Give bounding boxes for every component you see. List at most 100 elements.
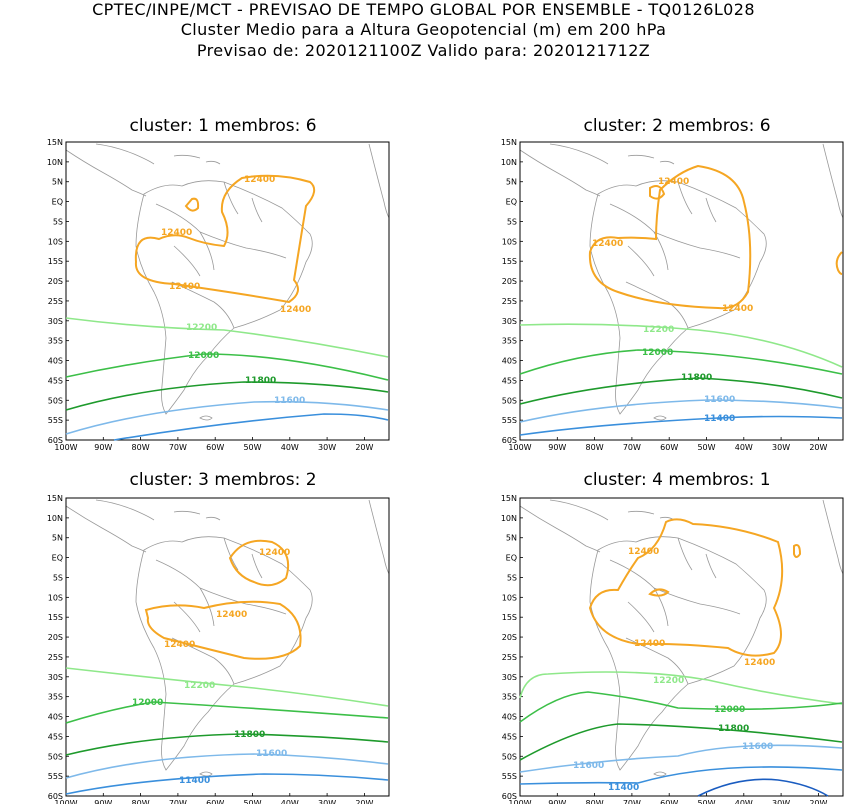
contour-11400: [65, 773, 389, 795]
lat-tick-label: EQ: [52, 198, 63, 207]
contour-12400: [588, 164, 752, 310]
label-12400: 12400: [259, 548, 290, 558]
lat-tick-label: 40S: [48, 713, 63, 722]
contour-12400: [588, 518, 784, 657]
coastlines: [519, 143, 844, 421]
contour-12200: [65, 667, 389, 707]
lat-tick-label: 45S: [502, 376, 517, 385]
label-12000: 12000: [642, 348, 673, 358]
label-12400: 12400: [216, 610, 247, 620]
lon-tick-label: 70W: [169, 443, 187, 452]
lon-tick-label: 90W: [94, 799, 112, 804]
label-12400: 12400: [161, 228, 192, 238]
contour-12200: [519, 671, 843, 705]
label-12400: 12400: [744, 658, 775, 668]
coastline: [653, 415, 667, 421]
coastline: [519, 149, 601, 197]
map-panel-1: 15N 10N 5N EQ 5S 10S 15S 20S 25S 30S 35S 40S 45S 50S 5…: [47, 138, 390, 452]
coastline: [653, 771, 667, 777]
lon-tick-label: 40W: [735, 799, 753, 804]
lon-tick-label: 20W: [809, 799, 827, 804]
contour-11800: [519, 723, 843, 761]
coastline: [95, 499, 155, 521]
label-12000: 12000: [714, 705, 745, 715]
label-11400: 11400: [704, 414, 735, 424]
lat-tick-label: 15S: [48, 613, 63, 622]
contour-12400-c: [793, 544, 802, 558]
lat-tick-label: 60S: [502, 792, 517, 801]
lat-tick-label: 5N: [506, 534, 517, 543]
label-12400: 12400: [164, 640, 195, 650]
coastlines: [519, 499, 844, 777]
contour-11600: [519, 399, 843, 423]
label-11800: 11800: [681, 373, 712, 383]
coastline: [589, 536, 767, 771]
coastline: [589, 180, 767, 415]
lat-tick-label: 15N: [501, 138, 517, 147]
contours: [519, 164, 843, 436]
contour-11600: [65, 400, 389, 435]
lon-tick-label: 100W: [508, 443, 531, 452]
coastline: [627, 154, 655, 159]
coastline: [677, 537, 693, 571]
coastline: [205, 160, 221, 165]
lon-tick-label: 70W: [169, 799, 187, 804]
lat-tick-label: 55S: [502, 772, 517, 781]
map-frame: [65, 141, 390, 441]
lat-tick-label: 5S: [507, 573, 517, 582]
coastline: [549, 499, 609, 521]
coastline: [653, 231, 741, 259]
lat-tick-label: 50S: [48, 396, 63, 405]
coastline: [627, 510, 655, 515]
contour-11200: [697, 778, 829, 797]
lat-tick-label: 20S: [502, 277, 517, 286]
coastline: [171, 281, 235, 329]
lon-tick-label: 30W: [772, 443, 790, 452]
coastlines: [65, 499, 390, 777]
lat-tick-label: 10N: [47, 514, 63, 523]
figure-title: CPTEC/INPE/MCT - PREVISAO DE TEMPO GLOBA…: [92, 0, 755, 19]
lon-tick-label: 30W: [318, 799, 336, 804]
coastline: [627, 601, 655, 633]
lat-tick-label: EQ: [506, 554, 517, 563]
coastline: [251, 197, 263, 223]
label-12400: 12400: [280, 305, 311, 315]
lat-tick-label: 15S: [48, 257, 63, 266]
lat-tick-label: 55S: [502, 416, 517, 425]
label-11600: 11600: [274, 396, 305, 406]
contour-11800: [65, 381, 389, 411]
label-12400: 12400: [244, 175, 275, 185]
lon-tick-label: 90W: [548, 799, 566, 804]
lon-tick-label: 90W: [94, 443, 112, 452]
contour-12400: [134, 174, 316, 304]
lat-tick-label: 40S: [502, 713, 517, 722]
lat-tick-label: 35S: [502, 693, 517, 702]
label-12200: 12200: [643, 325, 674, 335]
contour-12200: [519, 323, 843, 368]
figure-dates: Previsao de: 2020121100Z Valido para: 20…: [196, 41, 651, 60]
label-12400: 12400: [592, 239, 623, 249]
coastline: [705, 553, 717, 579]
lat-tick-label: 15N: [501, 494, 517, 503]
coastline: [822, 143, 844, 219]
lat-tick-label: 10S: [48, 237, 63, 246]
coastline: [173, 510, 201, 515]
lon-tick-label: 20W: [809, 443, 827, 452]
coastline: [625, 281, 689, 329]
lon-tick-label: 20W: [355, 799, 373, 804]
label-11800: 11800: [234, 730, 265, 740]
lat-tick-label: 15S: [502, 613, 517, 622]
graticule-labels: 15N 10N 5N EQ 5S 10S 15S 20S 25S 30S 35S 40S 45S 50S 5…: [47, 138, 374, 452]
lon-tick-label: 40W: [281, 443, 299, 452]
lat-tick-label: 10N: [501, 514, 517, 523]
coastline: [251, 553, 263, 579]
graticule-labels: 15N 10N 5N EQ 5S 10S 15S 20S 25S 30S 35S 40S 45S 50S 5…: [501, 138, 828, 452]
lat-tick-label: 55S: [48, 416, 63, 425]
lon-tick-label: 70W: [623, 799, 641, 804]
contour-12200: [65, 317, 389, 358]
coastline: [65, 149, 147, 197]
lat-tick-label: 10S: [48, 593, 63, 602]
lat-tick-label: 35S: [48, 337, 63, 346]
label-12000: 12000: [132, 698, 163, 708]
lon-tick-label: 100W: [54, 799, 77, 804]
